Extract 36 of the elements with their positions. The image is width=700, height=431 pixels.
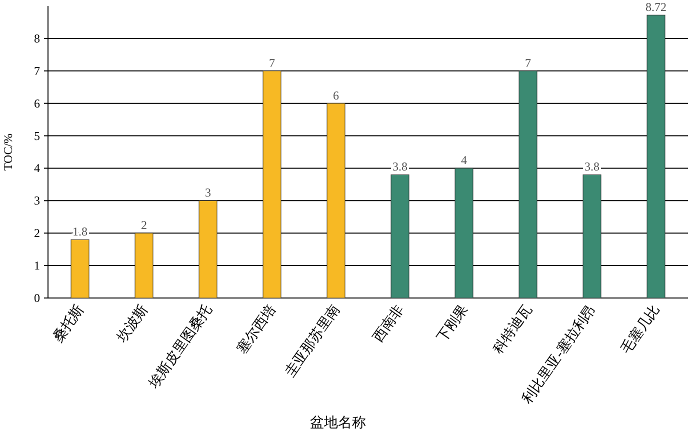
data-label: 2 [141, 218, 147, 232]
x-axis-title: 盆地名称 [310, 415, 366, 431]
bar [518, 70, 538, 298]
x-tick-label: 圭亚那苏里南 [282, 302, 344, 380]
x-tick-label: 桑托斯 [50, 302, 88, 346]
bar [582, 174, 602, 298]
data-label: 4 [461, 153, 467, 168]
y-tick-label: 7 [34, 64, 40, 78]
data-label: 7 [525, 56, 531, 70]
bar [390, 174, 410, 298]
y-tick-label: 8 [34, 31, 40, 46]
x-tick-label: 科特迪瓦 [490, 302, 536, 357]
bar [134, 232, 154, 298]
bar [262, 70, 282, 298]
bar [198, 200, 218, 298]
y-tick-label: 1 [34, 258, 40, 273]
y-tick-label: 5 [34, 128, 40, 143]
y-tick-label: 0 [34, 291, 40, 305]
x-tick-label: 坎波斯 [114, 302, 152, 346]
bar [646, 14, 666, 298]
y-tick-label: 3 [34, 194, 40, 208]
data-label: 3 [205, 186, 211, 200]
y-tick-label: 4 [34, 161, 40, 176]
data-label: 6 [333, 88, 339, 102]
bar [326, 103, 346, 298]
bar [70, 239, 90, 298]
x-tick-label: 下刚果 [434, 302, 472, 346]
y-tick-label: 6 [34, 96, 40, 110]
y-tick-label: 2 [34, 226, 40, 240]
x-tick-label: 塞尔西培 [234, 302, 280, 357]
bar [454, 168, 474, 298]
data-label: 8.72 [646, 0, 666, 14]
x-tick-label: 西南非 [370, 302, 408, 346]
y-axis-title: TOC/% [1, 133, 15, 171]
data-label: 7 [269, 56, 275, 70]
x-tick-label: 毛塞几比 [618, 302, 664, 357]
